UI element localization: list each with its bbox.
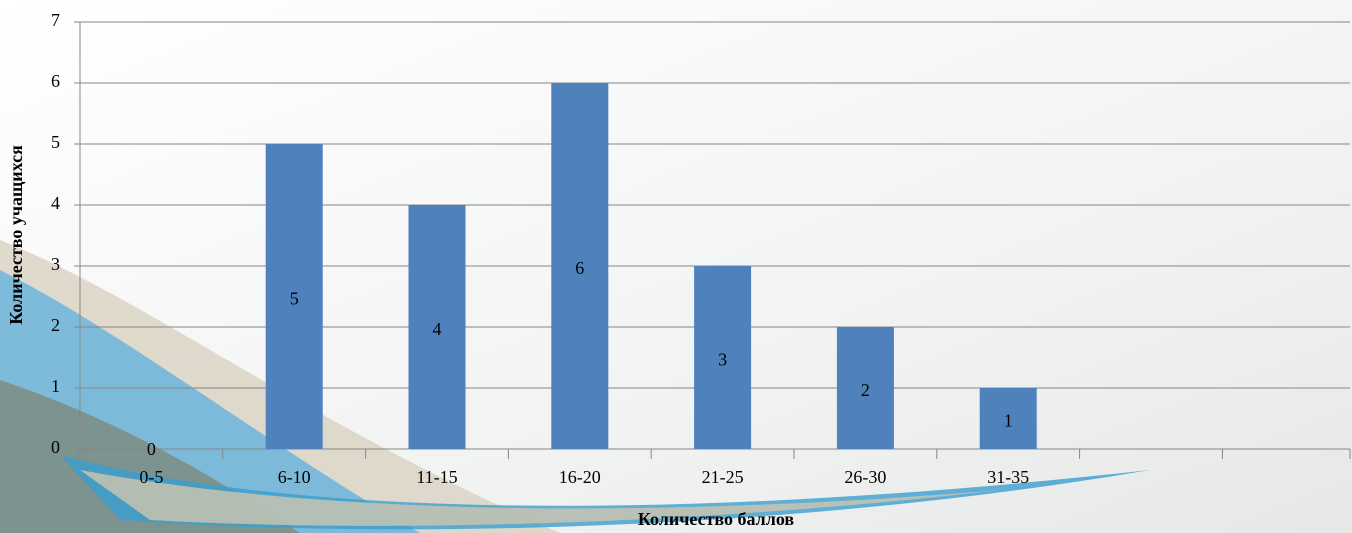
- y-tick-label: 3: [51, 254, 60, 274]
- bar: [979, 388, 1037, 449]
- y-tick-label: 4: [51, 193, 60, 213]
- x-tick-label: 16-20: [559, 467, 601, 487]
- y-tick-label: 7: [51, 10, 60, 30]
- bar: [265, 144, 323, 449]
- y-tick-label: 2: [51, 315, 60, 335]
- y-tick-label: 0: [51, 437, 60, 457]
- bar: [551, 83, 609, 449]
- x-tick-label: 31-35: [987, 467, 1029, 487]
- x-tick-label: 0-5: [139, 467, 163, 487]
- x-tick-label: 26-30: [844, 467, 886, 487]
- y-axis-title: Количество учащихся: [6, 145, 26, 325]
- x-tick-label: 11-15: [416, 467, 457, 487]
- x-tick-label: 6-10: [278, 467, 311, 487]
- data-label: 3: [718, 350, 727, 370]
- x-tick-label: 21-25: [702, 467, 744, 487]
- data-label: 1: [1004, 411, 1013, 431]
- data-label: 5: [290, 289, 299, 309]
- data-label: 6: [575, 258, 584, 278]
- decor-swoosh: [80, 470, 1000, 526]
- x-axis-title: Количество баллов: [638, 509, 795, 529]
- bar: [836, 327, 894, 449]
- y-tick-label: 6: [51, 71, 60, 91]
- bar: [408, 205, 466, 449]
- bar: [694, 266, 752, 449]
- y-tick-label: 5: [51, 132, 60, 152]
- data-label: 2: [861, 380, 870, 400]
- data-label: 4: [433, 319, 442, 339]
- data-label: 0: [147, 439, 156, 459]
- y-tick-label: 1: [51, 376, 60, 396]
